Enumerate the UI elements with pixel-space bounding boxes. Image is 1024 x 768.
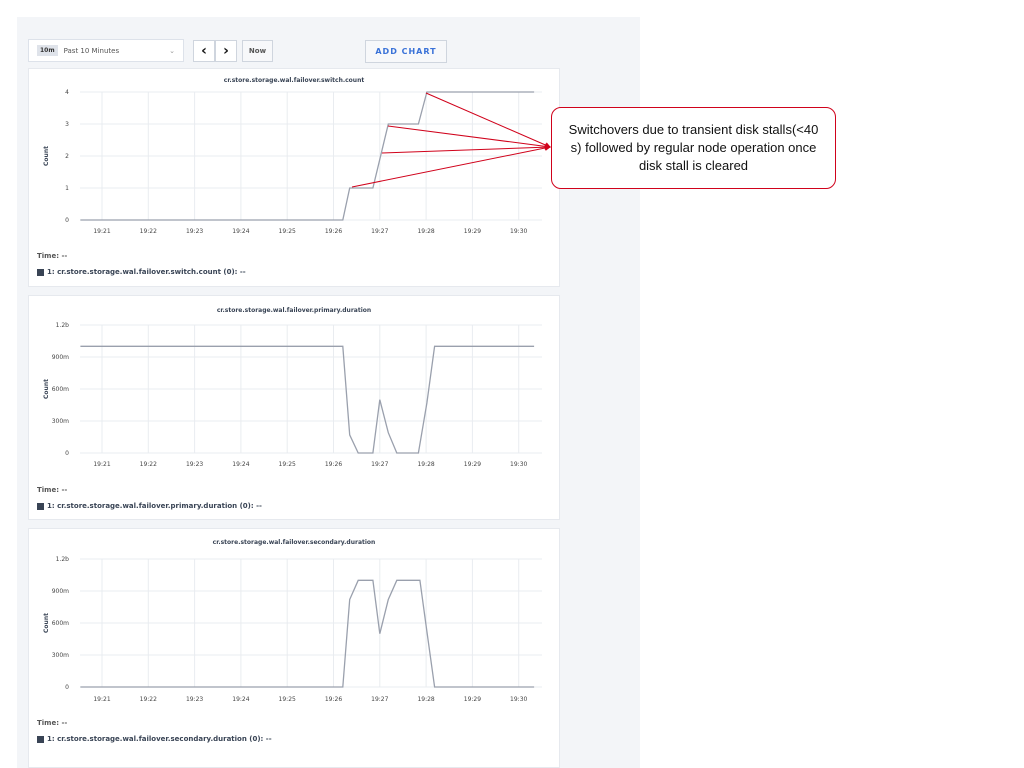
y-tick-label: 300m: [52, 418, 69, 425]
chart-title: cr.store.storage.wal.failover.switch.cou…: [29, 77, 559, 84]
time-readout-text: Time: --: [37, 252, 68, 260]
x-tick-label: 19:22: [140, 461, 157, 468]
chart-title-text: cr.store.storage.wal.failover.secondary.…: [212, 539, 376, 546]
x-tick-label: 19:21: [93, 696, 110, 703]
y-tick-label: 4: [65, 89, 69, 96]
x-tick-label: 19:27: [371, 228, 388, 235]
x-tick-label: 19:30: [510, 461, 527, 468]
x-tick-label: 19:26: [325, 228, 342, 235]
x-tick-label: 19:23: [186, 696, 203, 703]
x-tick-label: 19:29: [464, 461, 481, 468]
time-readout-text: Time: --: [37, 486, 68, 494]
range-badge: 10m: [37, 45, 58, 56]
chart-plot: 0 1 2 3 4 19:21 19:22 19:23 19:24 19:25 19:26 19:27…: [43, 89, 542, 235]
x-tick-label: 19:25: [279, 696, 296, 703]
legend-label: 1: cr.store.storage.wal.failover.switch.…: [47, 268, 246, 276]
x-tick-label: 19:25: [279, 461, 296, 468]
add-chart-button[interactable]: ADD CHART: [365, 40, 447, 63]
x-tick-label: 19:30: [510, 228, 527, 235]
y-tick-label: 1.2b: [56, 322, 70, 329]
chart-card-secondary-duration: cr.store.storage.wal.failover.secondary.…: [28, 528, 560, 768]
y-tick-label: 0: [65, 450, 69, 457]
x-tick-label: 19:28: [417, 696, 434, 703]
chart-plot: 0 300m 600m 900m 1.2b 19:21 19:22 19:23 19:24 19:…: [43, 556, 542, 703]
x-tick-label: 19:30: [510, 696, 527, 703]
chart-card-primary-duration: cr.store.storage.wal.failover.primary.du…: [28, 295, 560, 520]
time-readout: Time: --: [37, 719, 67, 727]
legend-swatch: [37, 735, 44, 743]
legend-label: 1: cr.store.storage.wal.failover.seconda…: [47, 735, 272, 743]
time-readout-text: Time: --: [37, 719, 68, 727]
series-line: [80, 579, 535, 688]
y-tick-label: 900m: [52, 588, 69, 595]
y-tick-label: 900m: [52, 354, 69, 361]
x-tick-label: 19:28: [417, 228, 434, 235]
y-tick-label: 0: [65, 217, 69, 224]
y-axis-label: Count: [43, 146, 50, 166]
previous-button[interactable]: ‹: [193, 40, 215, 62]
legend-label: 1: cr.store.storage.wal.failover.primary…: [47, 502, 262, 510]
chart-title: cr.store.storage.wal.failover.primary.du…: [29, 307, 559, 314]
time-readout: Time: --: [37, 486, 67, 494]
x-tick-label: 19:26: [325, 461, 342, 468]
chevron-right-icon: ›: [223, 43, 229, 59]
x-tick-label: 19:24: [232, 461, 249, 468]
y-tick-label: 0: [65, 684, 69, 691]
x-tick-label: 19:21: [93, 228, 110, 235]
y-tick-label: 1: [65, 185, 69, 192]
legend-swatch: [37, 268, 44, 276]
legend-item: 1: cr.store.storage.wal.failover.switch.…: [37, 268, 246, 276]
x-tick-label: 19:22: [140, 228, 157, 235]
x-tick-label: 19:25: [279, 228, 296, 235]
range-label: Past 10 Minutes: [63, 46, 120, 55]
now-button[interactable]: Now: [242, 40, 273, 62]
x-tick-label: 19:21: [93, 461, 110, 468]
y-tick-label: 600m: [52, 620, 69, 627]
y-tick-label: 1.2b: [56, 556, 70, 563]
y-tick-label: 2: [65, 153, 69, 160]
y-axis-label: Count: [43, 613, 50, 633]
chart-title-text: cr.store.storage.wal.failover.primary.du…: [216, 307, 372, 314]
x-tick-label: 19:22: [140, 696, 157, 703]
time-range-select[interactable]: 10m Past 10 Minutes ⌄: [28, 39, 184, 62]
x-tick-label: 19:24: [232, 696, 249, 703]
annotation-callout: Switchovers due to transient disk stalls…: [551, 107, 836, 189]
y-axis-label: Count: [43, 379, 50, 399]
chart-plot: 0 300m 600m 900m 1.2b 19:21 19:22 19:23 19:24 19:…: [43, 322, 542, 468]
chevron-left-icon: ‹: [201, 43, 207, 59]
x-tick-label: 19:27: [371, 696, 388, 703]
y-tick-label: 600m: [52, 386, 69, 393]
next-button[interactable]: ›: [215, 40, 237, 62]
x-tick-label: 19:23: [186, 461, 203, 468]
legend-item: 1: cr.store.storage.wal.failover.primary…: [37, 502, 262, 510]
legend-item: 1: cr.store.storage.wal.failover.seconda…: [37, 735, 272, 743]
chart-title-text: cr.store.storage.wal.failover.switch.cou…: [223, 77, 365, 84]
x-tick-label: 19:29: [464, 228, 481, 235]
chevron-down-icon: ⌄: [169, 46, 175, 55]
time-readout: Time: --: [37, 252, 67, 260]
x-tick-label: 19:27: [371, 461, 388, 468]
chart-card-switch-count: cr.store.storage.wal.failover.switch.cou…: [28, 68, 560, 287]
chart-title: cr.store.storage.wal.failover.secondary.…: [29, 539, 559, 546]
y-tick-label: 300m: [52, 652, 69, 659]
x-tick-label: 19:26: [325, 696, 342, 703]
series-line: [80, 345, 535, 454]
y-tick-label: 3: [65, 121, 69, 128]
x-tick-label: 19:24: [232, 228, 249, 235]
legend-swatch: [37, 502, 44, 510]
x-tick-label: 19:28: [417, 461, 434, 468]
x-tick-label: 19:29: [464, 696, 481, 703]
x-tick-label: 19:23: [186, 228, 203, 235]
